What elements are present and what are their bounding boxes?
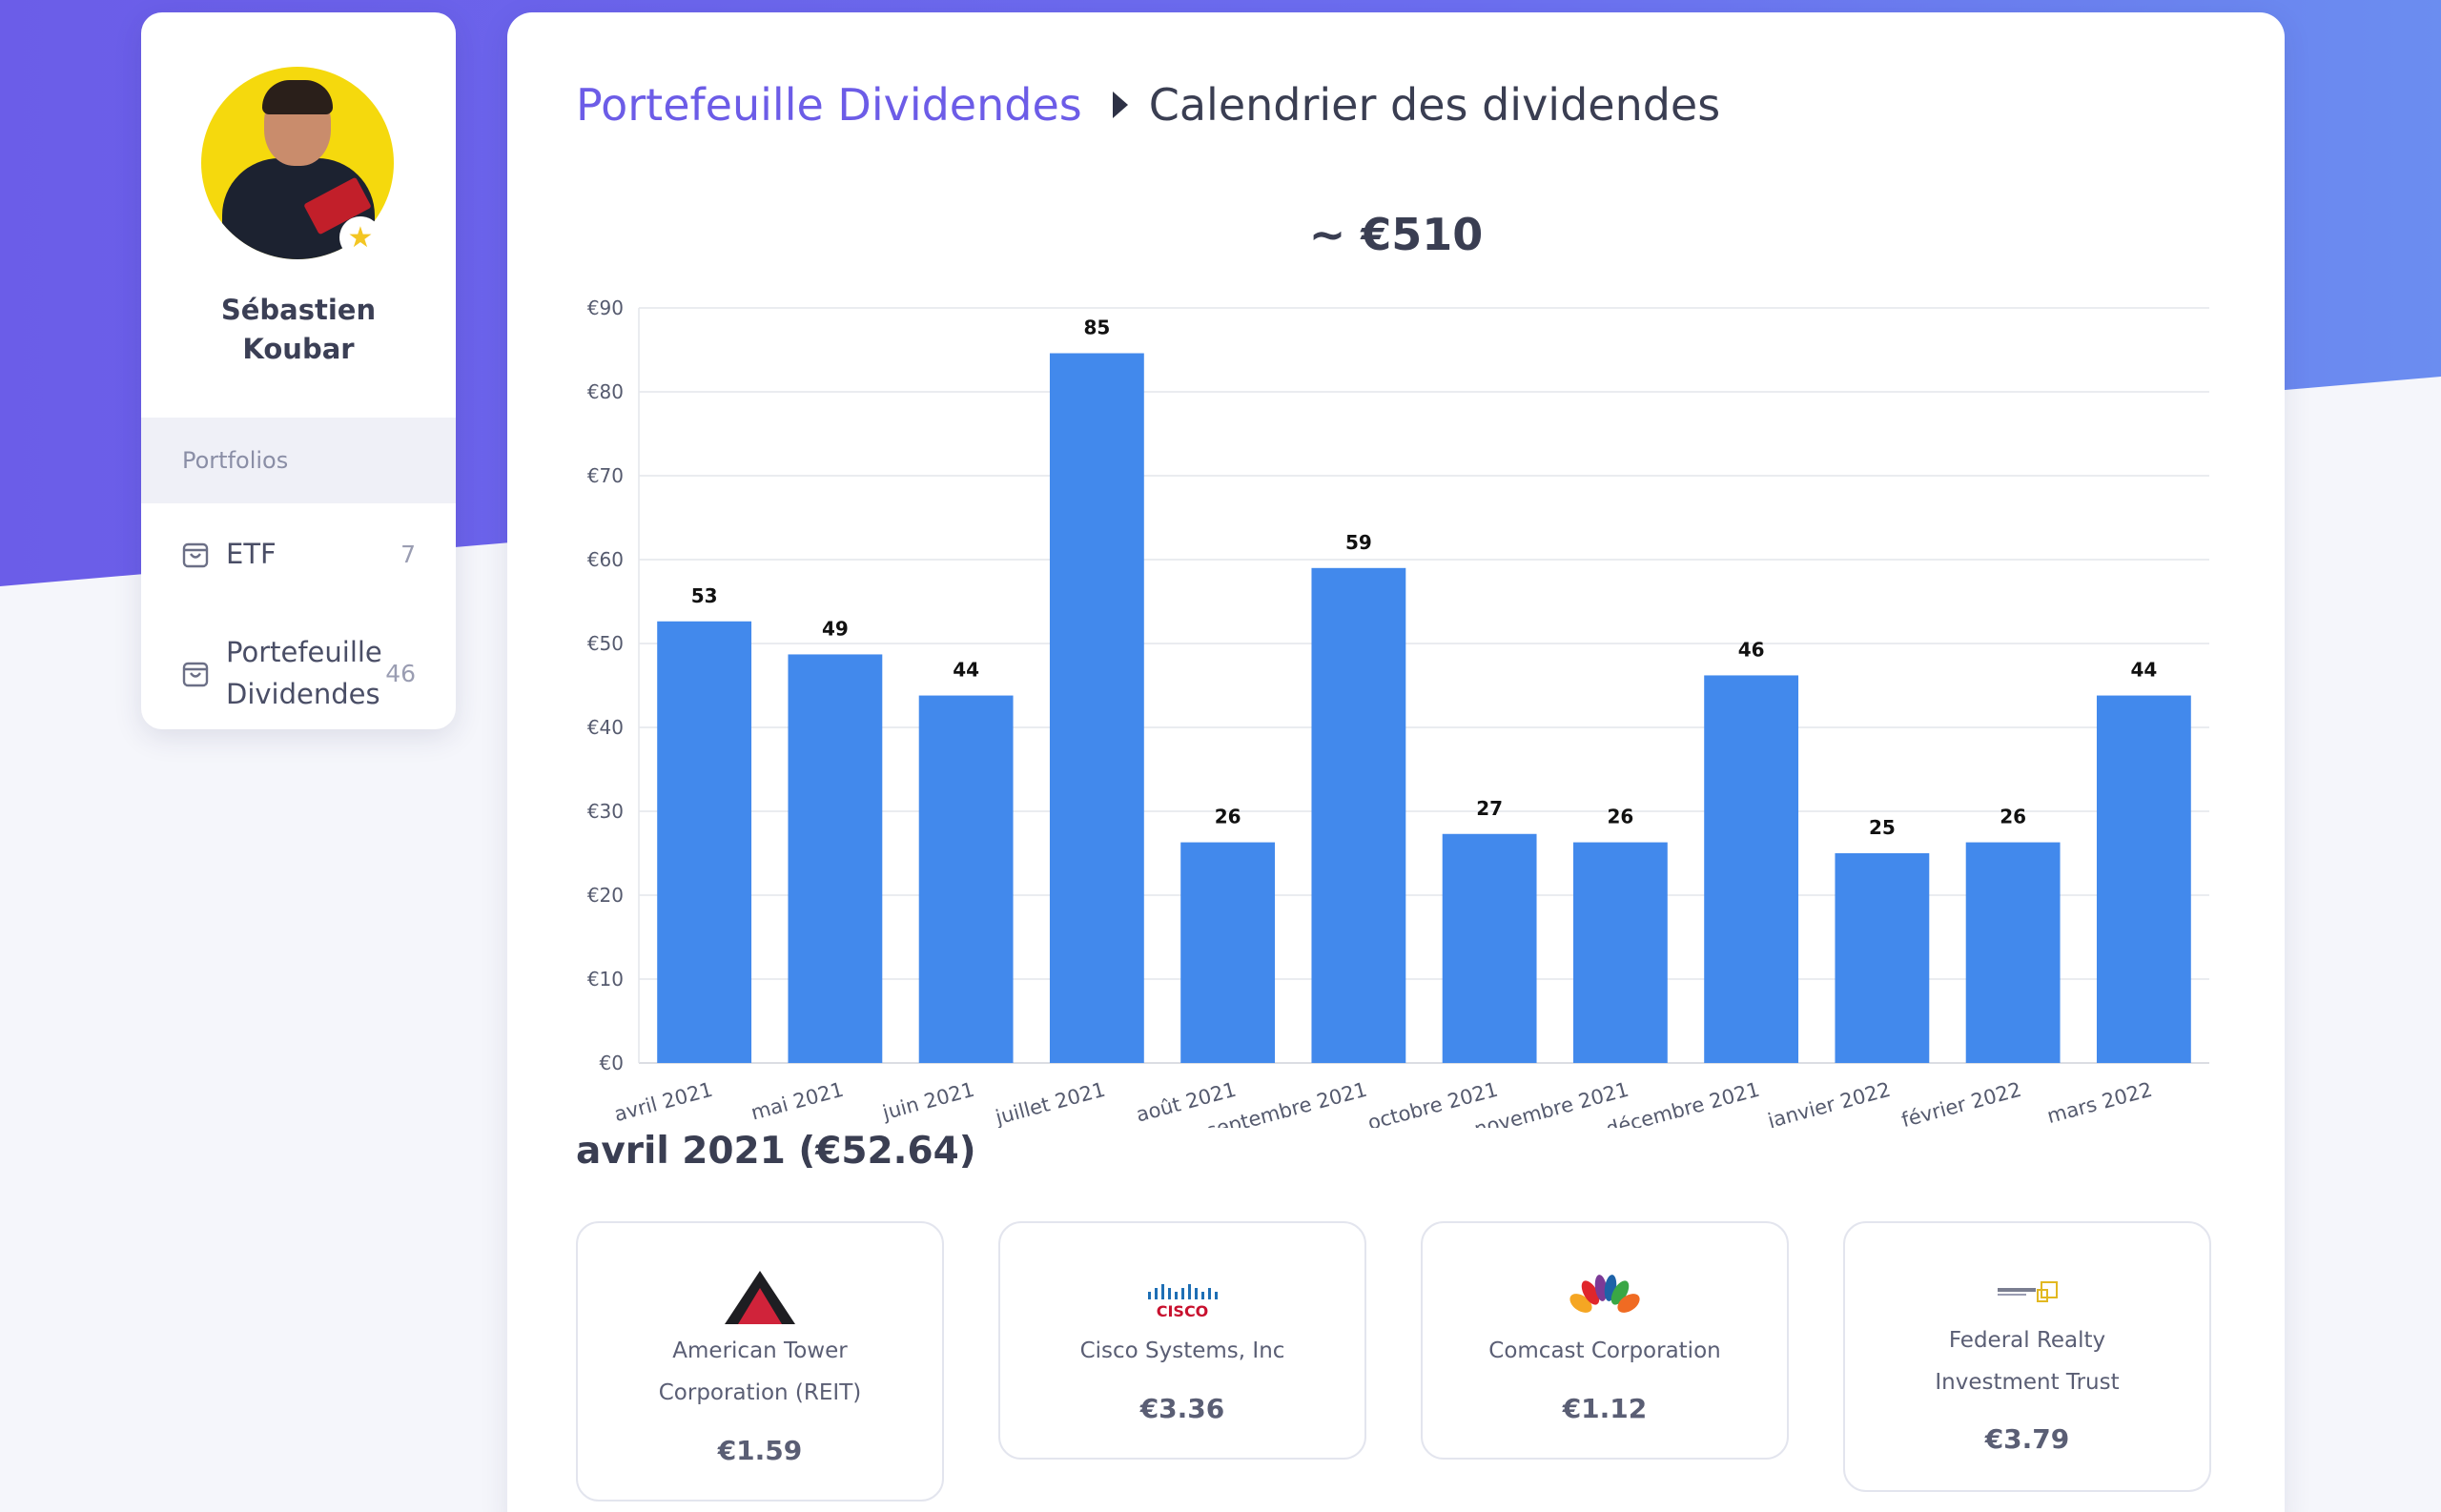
main-panel: Portefeuille Dividendes Calendrier des d… bbox=[507, 12, 2285, 1512]
company-name-line2: Corporation (REIT) bbox=[658, 1380, 862, 1405]
breadcrumb-current: Calendrier des dividendes bbox=[1148, 79, 1721, 131]
x-tick-label: juin 2021 bbox=[879, 1078, 976, 1125]
data-label: 53 bbox=[691, 584, 718, 607]
data-label: 44 bbox=[953, 659, 979, 682]
y-tick-label: €50 bbox=[587, 632, 624, 655]
breadcrumb-parent-link[interactable]: Portefeuille Dividendes bbox=[576, 79, 1082, 131]
y-tick-label: €10 bbox=[587, 968, 624, 991]
sidebar: ★ Sébastien Koubar Portfolios ETF 7 Port… bbox=[141, 12, 456, 729]
y-tick-label: €30 bbox=[587, 800, 624, 823]
nbc-peacock-logo bbox=[1423, 1275, 1787, 1318]
dividend-value: €3.36 bbox=[1139, 1393, 1225, 1424]
sidebar-item-label: ETF bbox=[226, 538, 277, 570]
bar bbox=[2096, 695, 2191, 1063]
data-label: 49 bbox=[822, 617, 849, 640]
bar bbox=[1704, 675, 1799, 1063]
portfolios-section-label: Portfolios bbox=[141, 418, 456, 503]
x-tick-label: février 2022 bbox=[1899, 1078, 2024, 1128]
bag-icon bbox=[182, 542, 209, 568]
y-tick-label: €70 bbox=[587, 464, 624, 487]
cisco-logo: CISCO bbox=[1000, 1278, 1364, 1318]
data-label: 26 bbox=[2000, 806, 2026, 828]
sidebar-item-label: Portefeuille Dividendes bbox=[226, 636, 382, 710]
sidebar-item-portefeuille-dividendes[interactable]: Portefeuille Dividendes 46 bbox=[141, 627, 456, 719]
data-label: 85 bbox=[1083, 317, 1110, 339]
company-name: Federal Realty bbox=[1948, 1328, 2106, 1353]
company-name: American Tower bbox=[672, 1338, 848, 1363]
y-tick-label: €40 bbox=[587, 716, 624, 739]
dividend-card[interactable]: Comcast Corporation €1.12 bbox=[1421, 1221, 1789, 1460]
data-label: 44 bbox=[2130, 659, 2157, 682]
data-label: 59 bbox=[1345, 531, 1372, 554]
svg-text:CISCO: CISCO bbox=[1157, 1302, 1209, 1318]
bar bbox=[1049, 353, 1144, 1063]
bar bbox=[1442, 833, 1537, 1063]
sidebar-item-count: 46 bbox=[385, 659, 416, 687]
user-avatar[interactable] bbox=[201, 67, 394, 259]
bar bbox=[1835, 853, 1930, 1063]
user-name: Sébastien Koubar bbox=[220, 294, 377, 365]
y-tick-label: €0 bbox=[600, 1052, 624, 1074]
sidebar-item-count: 7 bbox=[400, 540, 416, 568]
dividend-bar-chart: €0 €10 €20 €30 €40 €50 €60 €70 €80 €90 53 avril 202… bbox=[587, 296, 2209, 1128]
dividend-value: €1.59 bbox=[717, 1435, 803, 1466]
data-label: 27 bbox=[1476, 797, 1503, 820]
x-tick-label: mars 2022 bbox=[2044, 1078, 2154, 1128]
data-label: 46 bbox=[1738, 638, 1765, 661]
x-tick-label: mai 2021 bbox=[749, 1078, 846, 1125]
bar bbox=[657, 621, 752, 1063]
dividend-value: €1.12 bbox=[1562, 1393, 1648, 1424]
company-name: Cisco Systems, Inc bbox=[1079, 1338, 1285, 1363]
data-label: 25 bbox=[1869, 816, 1896, 839]
chart-total: ~ €510 bbox=[1308, 209, 1484, 260]
bar bbox=[788, 654, 883, 1063]
company-name-line2: Investment Trust bbox=[1935, 1370, 2120, 1395]
sidebar-item-etf[interactable]: ETF 7 bbox=[141, 525, 456, 582]
data-label: 26 bbox=[1215, 806, 1241, 828]
selected-month-heading: avril 2021 (€52.64) bbox=[576, 1130, 976, 1173]
american-tower-logo bbox=[578, 1271, 942, 1324]
dividend-card[interactable]: Federal Realty Investment Trust €3.79 bbox=[1843, 1221, 2211, 1492]
breadcrumb: Portefeuille Dividendes Calendrier des d… bbox=[576, 79, 1720, 131]
bar bbox=[1311, 567, 1406, 1063]
star-icon: ★ bbox=[339, 216, 381, 258]
data-label: 26 bbox=[1607, 806, 1633, 828]
federal-realty-logo bbox=[1845, 1280, 2209, 1307]
company-name: Comcast Corporation bbox=[1488, 1338, 1721, 1363]
x-tick-label: avril 2021 bbox=[612, 1078, 715, 1127]
x-tick-label: juillet 2021 bbox=[993, 1078, 1108, 1128]
x-tick-label: janvier 2022 bbox=[1765, 1078, 1894, 1128]
dividend-card[interactable]: American Tower Corporation (REIT) €1.59 bbox=[576, 1221, 944, 1502]
dividend-value: €3.79 bbox=[1984, 1423, 2070, 1455]
breadcrumb-separator-icon bbox=[1112, 92, 1128, 118]
y-tick-label: €60 bbox=[587, 548, 624, 571]
y-tick-label: €90 bbox=[587, 296, 624, 319]
bag-icon bbox=[182, 662, 209, 687]
bar bbox=[1572, 842, 1668, 1063]
dividend-card[interactable]: CISCO Cisco Systems, Inc €3.36 bbox=[998, 1221, 1366, 1460]
bar bbox=[1180, 842, 1276, 1063]
bar bbox=[918, 695, 1014, 1063]
bar bbox=[1965, 842, 2061, 1063]
y-tick-label: €80 bbox=[587, 380, 624, 403]
y-tick-label: €20 bbox=[587, 884, 624, 907]
x-tick-label: décembre 2021 bbox=[1604, 1078, 1762, 1128]
